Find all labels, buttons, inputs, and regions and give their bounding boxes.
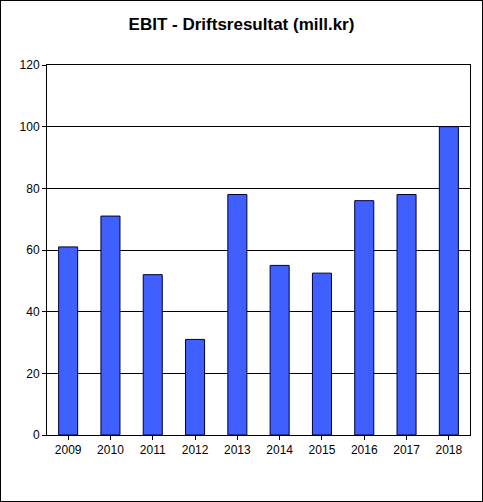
svg-text:2013: 2013 (224, 443, 251, 457)
svg-text:120: 120 (20, 58, 40, 72)
svg-text:2010: 2010 (97, 443, 124, 457)
svg-text:EBIT - Driftsresultat (mill.kr: EBIT - Driftsresultat (mill.kr) (129, 15, 355, 34)
svg-text:2014: 2014 (266, 443, 293, 457)
svg-text:2017: 2017 (393, 443, 420, 457)
svg-text:2016: 2016 (351, 443, 378, 457)
svg-text:2009: 2009 (55, 443, 82, 457)
svg-text:0: 0 (33, 428, 40, 442)
svg-text:2011: 2011 (140, 443, 166, 457)
svg-text:100: 100 (20, 120, 40, 134)
svg-text:2018: 2018 (435, 443, 462, 457)
svg-text:60: 60 (26, 243, 40, 257)
svg-text:2012: 2012 (182, 443, 209, 457)
svg-text:40: 40 (26, 305, 40, 319)
svg-text:80: 80 (26, 182, 40, 196)
svg-text:20: 20 (26, 367, 40, 381)
svg-text:2015: 2015 (309, 443, 336, 457)
